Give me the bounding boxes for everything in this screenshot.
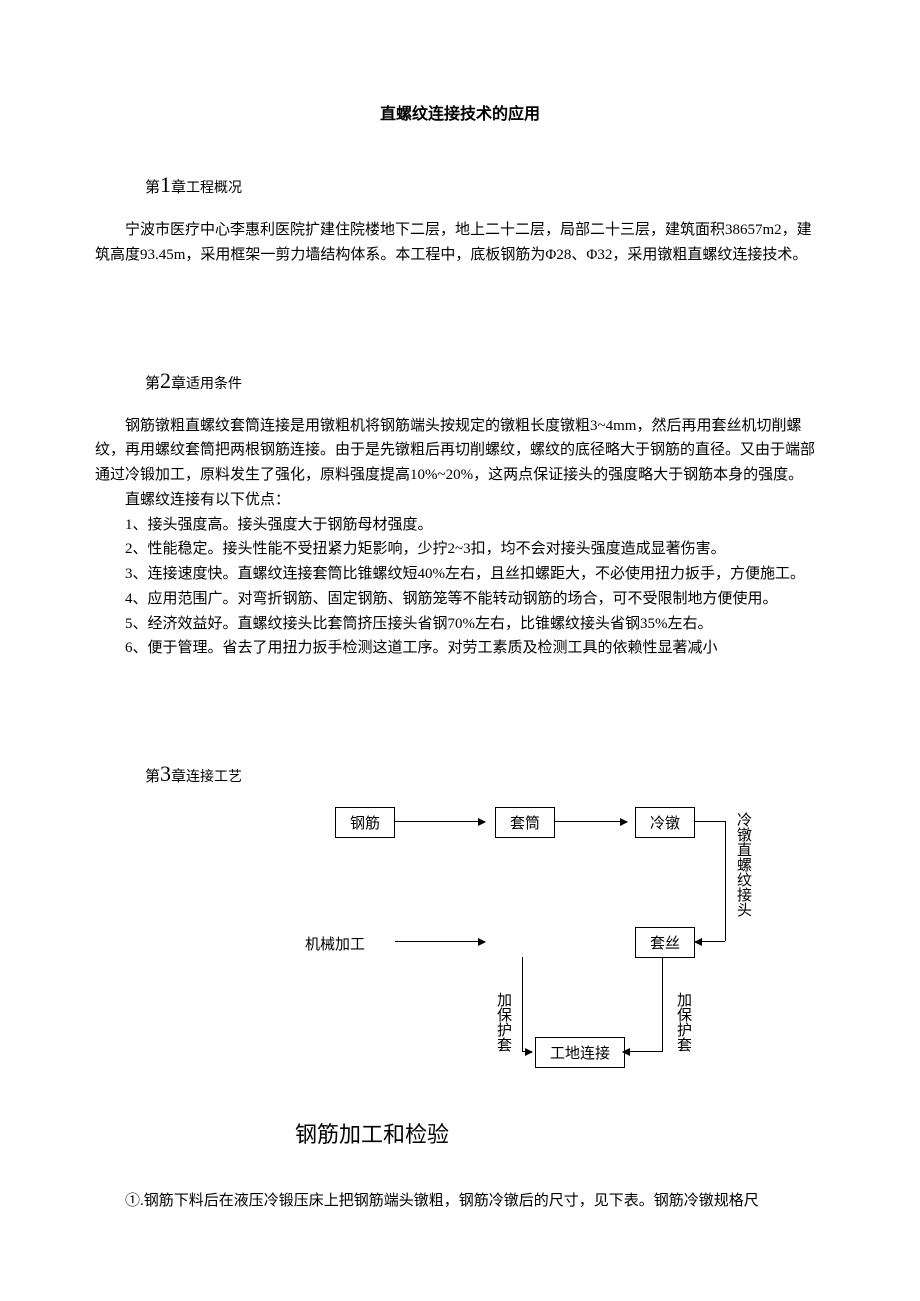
connector	[662, 957, 663, 1051]
flow-node-thread: 套丝	[635, 927, 695, 958]
ch1-paragraph: 宁波市医疗中心李惠利医院扩建住院楼地下二层，地上二十二层，局部二十三层，建筑面积…	[95, 218, 825, 268]
ch2-list-item: 6、便于管理。省去了用扭力扳手检测这道工序。对劳工素质及检测工具的依赖性显著减小	[95, 636, 825, 661]
flow-node-sleeve: 套筒	[495, 807, 555, 838]
arrow	[522, 1051, 532, 1052]
flowchart-caption: 钢筋加工和检验	[295, 1117, 825, 1149]
arrow	[395, 821, 485, 822]
ch2-list-item: 3、连接速度快。直螺纹连接套筒比锥螺纹短40%左右，且丝扣螺距大，不必使用扭力扳…	[95, 562, 825, 587]
connector	[695, 821, 725, 822]
chapter-prefix: 第	[145, 376, 160, 392]
arrow	[555, 821, 627, 822]
chapter-suffix: 章	[171, 769, 186, 785]
arrow	[395, 941, 485, 942]
chapter-number: 3	[160, 761, 171, 786]
chapter-prefix: 第	[145, 769, 160, 785]
ch2-paragraph: 钢筋镦粗直螺纹套筒连接是用镦粗机将钢筋端头按规定的镦粗长度镦粗3~4mm，然后再…	[95, 414, 825, 488]
ch2-list-item: 2、性能稳定。接头性能不受扭紧力矩影响，少拧2~3扣，均不会对接头强度造成显著伤…	[95, 537, 825, 562]
arrow	[695, 941, 725, 942]
flow-node-forge: 冷镦	[635, 807, 695, 838]
connector	[522, 957, 523, 1051]
flowchart: 钢筋 切断 冷镦 套筒 套丝 工地连接 机械加工 冷镦直螺纹接头 加保护套 加保…	[235, 807, 775, 1107]
connector	[725, 821, 726, 941]
chapter-name: 连接工艺	[186, 770, 242, 785]
arrow	[623, 1051, 663, 1052]
chapter-suffix: 章	[171, 180, 186, 196]
document-title: 直螺纹连接技术的应用	[95, 100, 825, 124]
chapter-3-heading: 第3章连接工艺	[145, 761, 825, 787]
chapter-name: 适用条件	[186, 377, 242, 392]
ch2-list-intro: 直螺纹连接有以下优点：	[95, 488, 825, 513]
flow-label-machining: 机械加工	[305, 933, 365, 954]
chapter-suffix: 章	[171, 376, 186, 392]
flow-label-protect-1: 加保护套	[495, 992, 510, 1052]
ch2-list-item: 1、接头强度高。接头强度大于钢筋母材强度。	[95, 513, 825, 538]
chapter-prefix: 第	[145, 180, 160, 196]
chapter-1-heading: 第1章工程概况	[145, 172, 825, 198]
flow-label-vertical-right: 冷镦直螺纹接头	[735, 812, 750, 917]
ch2-list-item: 4、应用范围广。对弯折钢筋、固定钢筋、钢筋笼等不能转动钢筋的场合，可不受限制地方…	[95, 587, 825, 612]
document-page: 直螺纹连接技术的应用 第1章工程概况 宁波市医疗中心李惠利医院扩建住院楼地下二层…	[0, 0, 920, 1274]
chapter-number: 2	[160, 368, 171, 393]
flow-node-steel: 钢筋	[335, 807, 395, 838]
footnote-paragraph: ①.钢筋下料后在液压冷锻压床上把钢筋端头镦粗，钢筋冷镦后的尺寸，见下表。钢筋冷镦…	[95, 1189, 825, 1214]
chapter-number: 1	[160, 172, 171, 197]
flow-label-protect-2: 加保护套	[675, 992, 690, 1052]
chapter-name: 工程概况	[186, 181, 242, 196]
ch2-list-item: 5、经济效益好。直螺纹接头比套筒挤压接头省钢70%左右，比锥螺纹接头省钢35%左…	[95, 612, 825, 637]
chapter-2-heading: 第2章适用条件	[145, 368, 825, 394]
flow-node-connect: 工地连接	[535, 1037, 625, 1068]
